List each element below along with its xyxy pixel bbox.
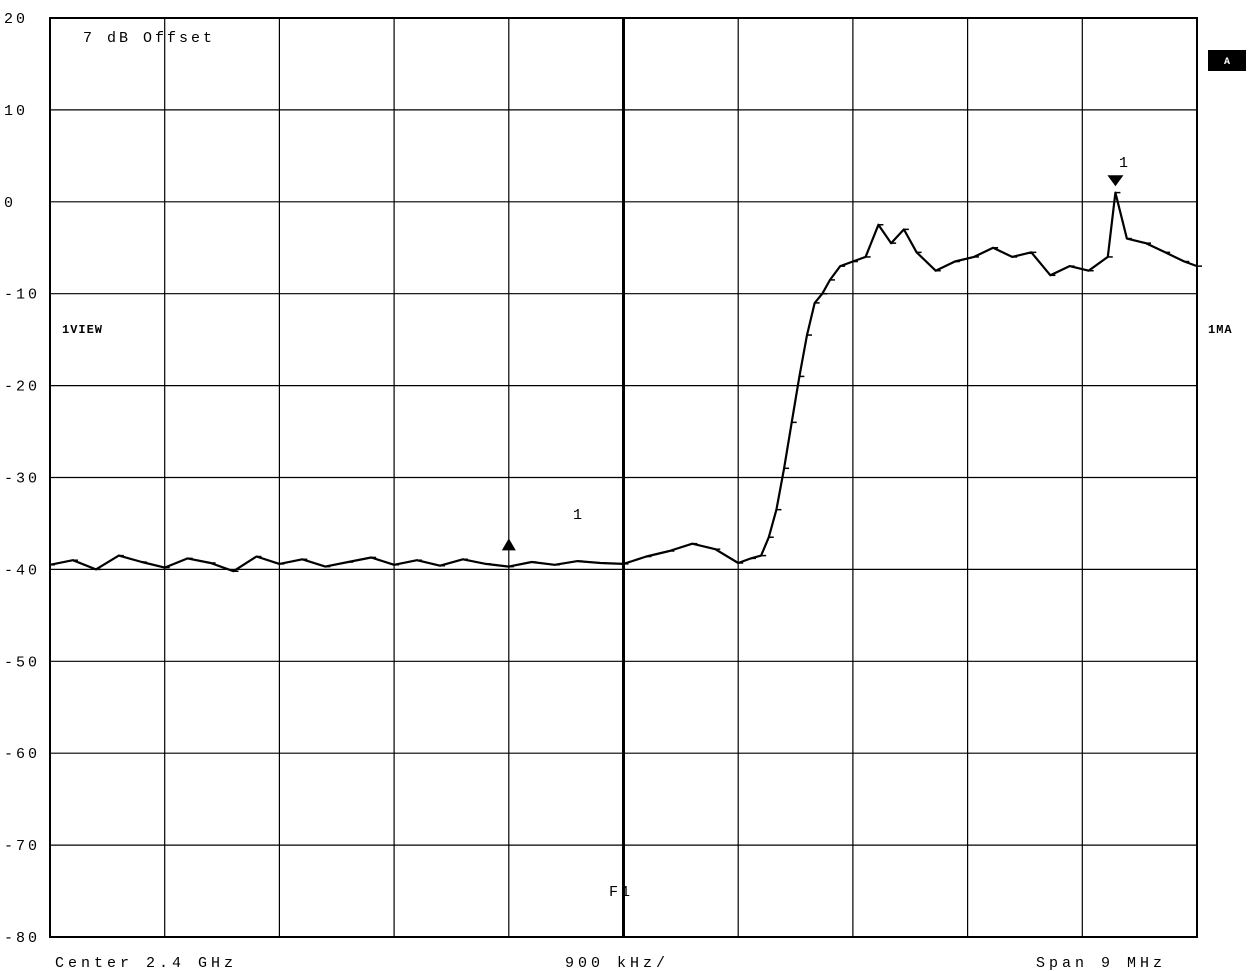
frequency-span: Span 9 MHz [1036,955,1166,971]
y-tick-label: -10 [4,287,40,304]
center-frequency: Center 2.4 GHz [55,955,237,971]
f1-line-label: F1 [609,884,633,901]
y-tick-labels: 20 10 0 -10 -20 -30 -40 -50 -60 -70 -80 [4,11,40,947]
y-tick-label: 20 [4,11,28,28]
marker-layer [501,175,1124,551]
y-tick-label: 0 [4,195,16,212]
marker-1-triangle [1107,175,1124,187]
trace-a-badge-label: A [1224,57,1230,68]
division-width: 900 kHz/ [565,955,669,971]
y-tick-label: -70 [4,838,40,855]
trace-layer [49,191,1202,573]
trace-mode-label: 1MA [1208,323,1233,337]
spectrum-trace [49,191,1198,573]
y-tick-label: -60 [4,746,40,763]
grid [49,17,1198,938]
y-tick-label: -40 [4,562,40,579]
y-tick-label: -20 [4,379,40,396]
y-tick-label: -50 [4,654,40,671]
marker-1-label-lower: 1 [573,507,585,524]
trace-view-label: 1VIEW [62,323,103,337]
marker-1-label-upper: 1 [1119,155,1131,172]
y-tick-label: -80 [4,930,40,947]
trace-a-badge [1208,50,1246,71]
y-tick-label: 10 [4,103,28,120]
marker-1-triangle [501,538,516,551]
offset-annotation: 7 dB Offset [83,30,215,47]
y-tick-label: -30 [4,471,40,488]
